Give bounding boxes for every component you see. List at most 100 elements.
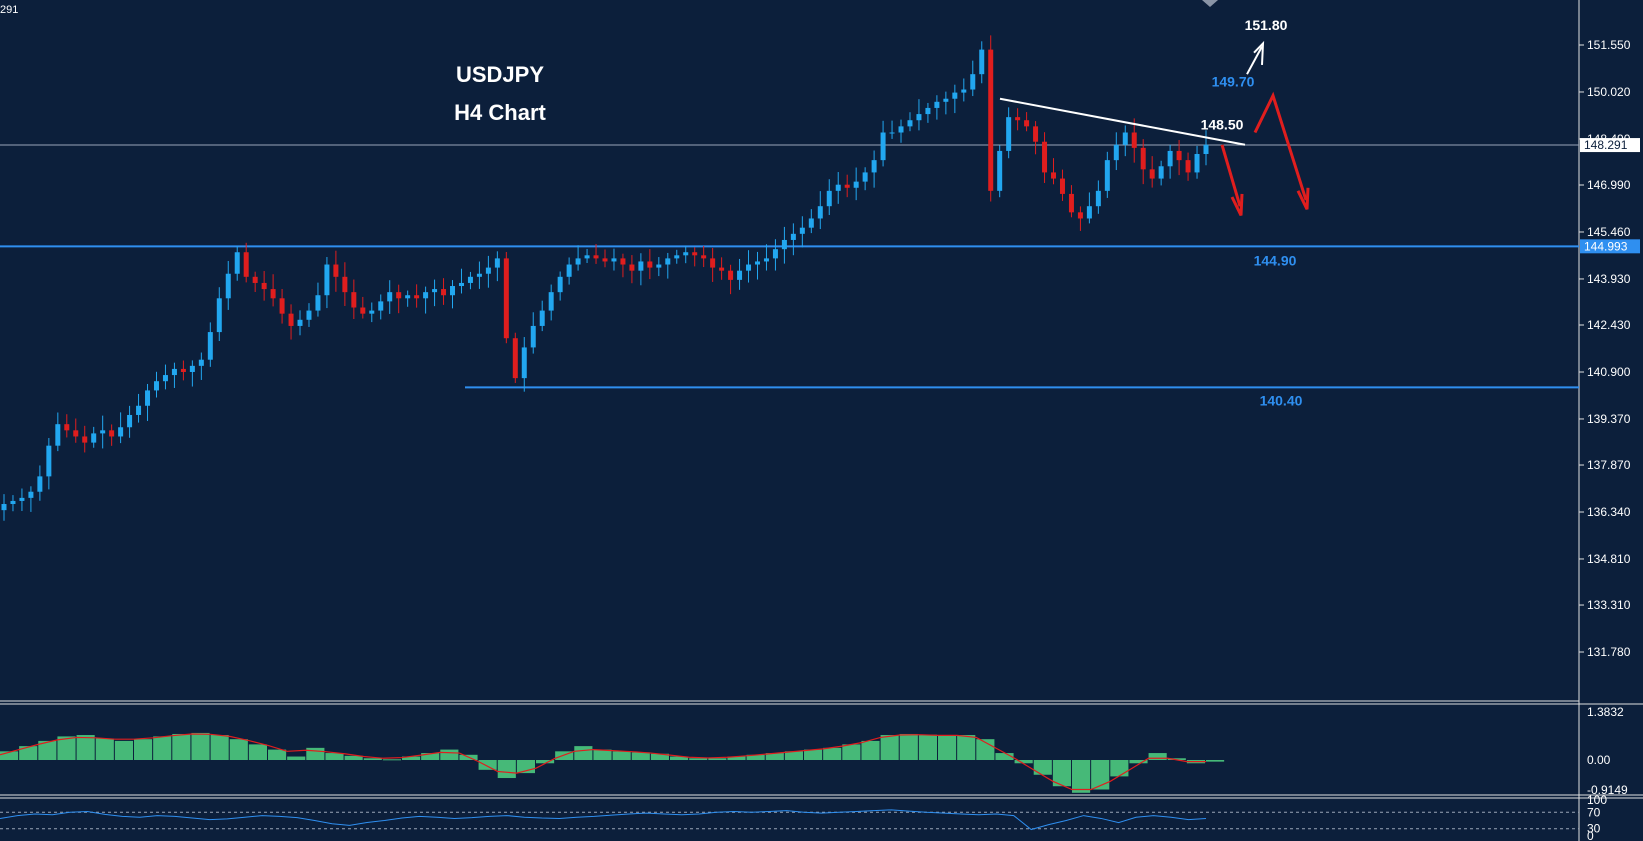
- candle-body: [82, 436, 88, 443]
- candle-body: [916, 114, 922, 121]
- macd-histogram-bar: [1148, 753, 1167, 760]
- candle-body: [145, 390, 151, 406]
- candle-body: [127, 414, 133, 428]
- candle-body: [37, 476, 43, 492]
- price-tick-label: 142.430: [1587, 318, 1631, 332]
- macd-histogram-bar: [402, 756, 421, 760]
- macd-histogram-bar: [478, 760, 497, 770]
- candle-body: [10, 500, 16, 505]
- candle-body: [450, 286, 456, 296]
- macd-histogram-bar: [765, 753, 784, 760]
- macd-histogram-bar: [19, 746, 38, 760]
- macd-histogram-bar: [248, 744, 267, 760]
- price-tick-label: 137.870: [1587, 458, 1631, 472]
- up-arrowhead: [1253, 40, 1265, 66]
- macd-tick-label: 1.3832: [1587, 705, 1624, 719]
- macd-histogram-bar: [689, 758, 708, 760]
- candle-body: [1015, 117, 1021, 121]
- support-price-text: 144.993: [1584, 239, 1628, 253]
- candle-body: [387, 292, 393, 302]
- candle-body: [503, 258, 509, 339]
- chart-title: USDJPY: [456, 62, 544, 87]
- candle-body: [1113, 144, 1119, 161]
- macd-histogram-bar: [268, 749, 287, 760]
- candle-body: [584, 255, 590, 259]
- candle-body: [997, 150, 1003, 191]
- candle-body: [1033, 126, 1039, 142]
- macd-tick-label: -0.9149: [1587, 783, 1628, 797]
- candle-body: [261, 282, 267, 290]
- candle-body: [961, 89, 967, 93]
- scroll-marker-icon[interactable]: [1202, 0, 1218, 7]
- candle-body: [1131, 132, 1137, 148]
- candle-body: [763, 258, 769, 262]
- candle-body: [710, 258, 716, 268]
- candle-body: [539, 310, 545, 326]
- candle-body: [279, 298, 285, 314]
- candle-body: [423, 292, 429, 299]
- candle-body: [351, 292, 357, 308]
- candle-body: [512, 338, 518, 379]
- rsi-line: [0, 809, 1207, 831]
- macd-panel: 1.3832 0.00 -0.9149: [0, 705, 1628, 797]
- level-label-148-50: 148.50: [1201, 116, 1244, 132]
- horizontal-levels: [0, 144, 1579, 389]
- candle-body: [234, 252, 240, 274]
- candle-body: [1086, 206, 1092, 219]
- candle-body: [1104, 160, 1110, 191]
- candle-body: [853, 181, 859, 188]
- price-tick-label: 146.990: [1587, 178, 1631, 192]
- candlestick-series: [1, 35, 1209, 521]
- candle-body: [432, 289, 438, 293]
- macd-histogram-bar: [421, 753, 440, 760]
- candle-body: [925, 107, 931, 115]
- candle-body: [189, 365, 195, 372]
- price-tick-label: 140.900: [1587, 365, 1631, 379]
- candle-body: [889, 132, 895, 134]
- macd-histogram-bar: [670, 756, 689, 760]
- candle-body: [746, 264, 752, 271]
- macd-histogram-bar: [306, 747, 325, 760]
- price-tick-label: 136.340: [1587, 505, 1631, 519]
- candle-body: [225, 273, 231, 299]
- candle-body: [1176, 150, 1182, 161]
- down-arrowhead-short: [1230, 193, 1244, 217]
- candle-body: [1059, 178, 1065, 194]
- candle-body: [880, 132, 886, 161]
- candle-body: [396, 292, 402, 299]
- candle-body: [1042, 141, 1048, 173]
- candle-body: [692, 252, 698, 256]
- macd-histogram-bar: [1167, 758, 1186, 760]
- candle-body: [1095, 190, 1101, 207]
- candle-body: [665, 258, 671, 265]
- rsi-tick-label: 30: [1587, 822, 1601, 836]
- candle-body: [817, 206, 823, 219]
- candle-body: [1068, 193, 1074, 213]
- candle-body: [207, 332, 213, 360]
- candle-body: [943, 98, 949, 102]
- price-tick-label: 150.020: [1587, 85, 1631, 99]
- candle-body: [1006, 117, 1012, 151]
- macd-histogram-bar: [0, 751, 19, 760]
- macd-histogram-bar: [191, 732, 210, 760]
- macd-histogram-bar: [1052, 760, 1071, 787]
- candle-body: [315, 295, 321, 311]
- macd-histogram-bar: [172, 733, 191, 760]
- candle-body: [288, 313, 294, 326]
- candle-body: [656, 264, 662, 268]
- price-tick-label: 139.370: [1587, 412, 1631, 426]
- macd-histogram-bar: [612, 751, 631, 760]
- candle-body: [898, 126, 904, 133]
- macd-histogram-bar: [344, 755, 363, 760]
- price-tick-label: 151.550: [1587, 38, 1631, 52]
- candle-body: [620, 258, 626, 265]
- level-label-140-40: 140.40: [1260, 392, 1303, 408]
- candle-body: [530, 325, 536, 348]
- candle-body: [737, 270, 743, 280]
- candle-body: [1149, 169, 1155, 179]
- candle-body: [629, 264, 635, 271]
- candle-body: [369, 310, 375, 314]
- candle-body: [270, 289, 276, 299]
- rsi-tick-label: 0: [1587, 829, 1594, 841]
- candle-body: [333, 264, 339, 277]
